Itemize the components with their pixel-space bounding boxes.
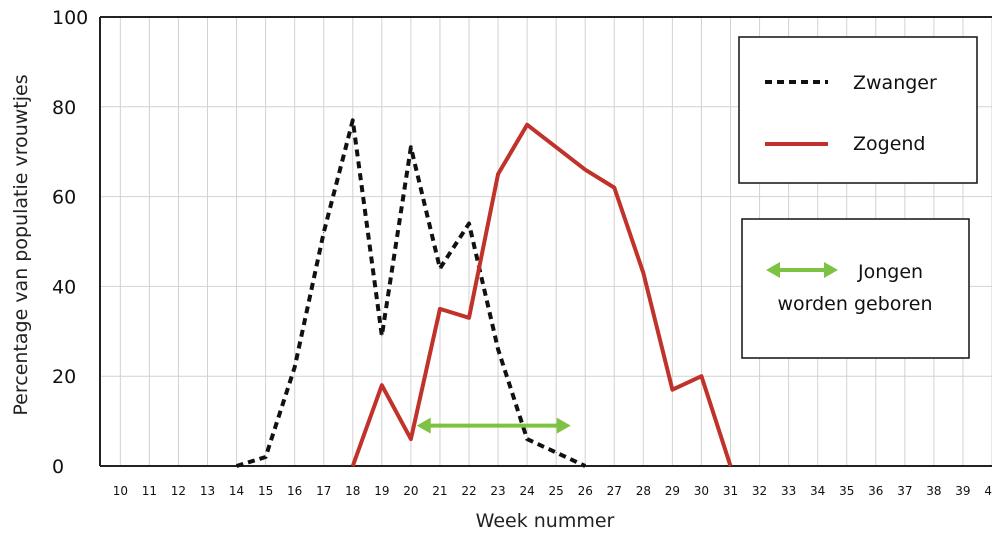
data-point-zwanger [323, 232, 325, 234]
x-tick-label: 16 [287, 484, 302, 498]
x-tick-label: 19 [374, 484, 389, 498]
annotation-frame [741, 218, 970, 359]
axes [99, 16, 992, 467]
x-tick-label: 39 [955, 484, 970, 498]
x-tick-label: 11 [142, 484, 157, 498]
data-point-zwanger [497, 348, 499, 350]
x-tick-label: 40 [984, 484, 992, 498]
data-point-zogend [700, 375, 702, 377]
data-point-zwanger [555, 452, 557, 454]
data-point-zwanger [584, 465, 586, 467]
series-lines [235, 118, 733, 468]
x-tick-label: 37 [897, 484, 912, 498]
data-point-zogend [613, 187, 615, 189]
data-point-zwanger [439, 267, 441, 269]
annotation-box: Jongen worden geboren [741, 218, 970, 359]
birth-period-arrow [416, 417, 571, 434]
data-point-zogend [381, 384, 383, 386]
data-point-zogend [497, 173, 499, 175]
data-point-zogend [439, 308, 441, 310]
x-tick-label: 30 [694, 484, 709, 498]
legend-label-zogend: Zogend [853, 133, 926, 155]
x-tick-label: 31 [723, 484, 738, 498]
x-tick-label: 18 [345, 484, 360, 498]
x-tick-label: 28 [636, 484, 651, 498]
data-point-zwanger [352, 119, 354, 121]
data-point-zogend [410, 438, 412, 440]
x-tick-label: 20 [403, 484, 418, 498]
data-point-zogend [642, 272, 644, 274]
y-tick-label: 100 [52, 7, 88, 29]
data-point-zogend [671, 389, 673, 391]
data-point-zwanger [265, 456, 267, 458]
data-point-zogend [555, 146, 557, 148]
x-tick-label: 33 [781, 484, 796, 498]
x-tick-label: 38 [926, 484, 941, 498]
legend-box [738, 36, 978, 184]
x-tick-label: 24 [519, 484, 534, 498]
x-tick-label: 35 [839, 484, 854, 498]
annotation-line-2: worden geboren [777, 293, 932, 315]
x-tick-label: 22 [461, 484, 476, 498]
x-ticks: 10 11 12 13 14 15 16 17 18 19 20 21 22 23 24 25 26 27 28 29… [113, 484, 992, 498]
double-arrow-icon [766, 262, 838, 278]
x-tick-label: 13 [200, 484, 215, 498]
x-tick-label: 36 [868, 484, 883, 498]
y-tick-label: 0 [52, 456, 64, 478]
y-axis-label: Percentage van populatie vrouwtjes [10, 74, 32, 415]
x-tick-label: 34 [810, 484, 825, 498]
y-ticks: 0 20 40 60 80 100 [52, 7, 88, 478]
x-tick-label: 12 [171, 484, 186, 498]
y-tick-label: 20 [52, 366, 76, 388]
x-tick-label: 17 [316, 484, 331, 498]
x-tick-label: 25 [549, 484, 564, 498]
annotation-line-1: Jongen [857, 261, 923, 283]
x-tick-label: 27 [607, 484, 622, 498]
data-point-zogend [352, 465, 354, 467]
data-point-zwanger [236, 465, 238, 467]
x-tick-label: 26 [578, 484, 593, 498]
x-tick-label: 23 [490, 484, 505, 498]
data-point-zwanger [381, 335, 383, 337]
data-point-zogend [584, 169, 586, 171]
data-point-zogend [730, 465, 732, 467]
data-point-zogend [468, 317, 470, 319]
data-point-zwanger [294, 366, 296, 368]
data-point-zogend [526, 124, 528, 126]
x-tick-label: 15 [258, 484, 273, 498]
data-point-zwanger [526, 438, 528, 440]
x-tick-label: 10 [113, 484, 128, 498]
x-axis-label: Week nummer [476, 510, 615, 532]
y-tick-label: 60 [52, 187, 76, 209]
x-tick-label: 14 [229, 484, 244, 498]
y-tick-label: 80 [52, 97, 76, 119]
series-line-zogend [350, 122, 733, 467]
x-tick-label: 21 [432, 484, 447, 498]
data-point-zwanger [410, 146, 412, 148]
data-point-zwanger [468, 223, 470, 225]
legend: Zwanger Zogend [738, 36, 978, 184]
x-tick-label: 29 [665, 484, 680, 498]
legend-label-zwanger: Zwanger [853, 72, 937, 94]
y-tick-label: 40 [52, 276, 76, 298]
x-tick-label: 32 [752, 484, 767, 498]
